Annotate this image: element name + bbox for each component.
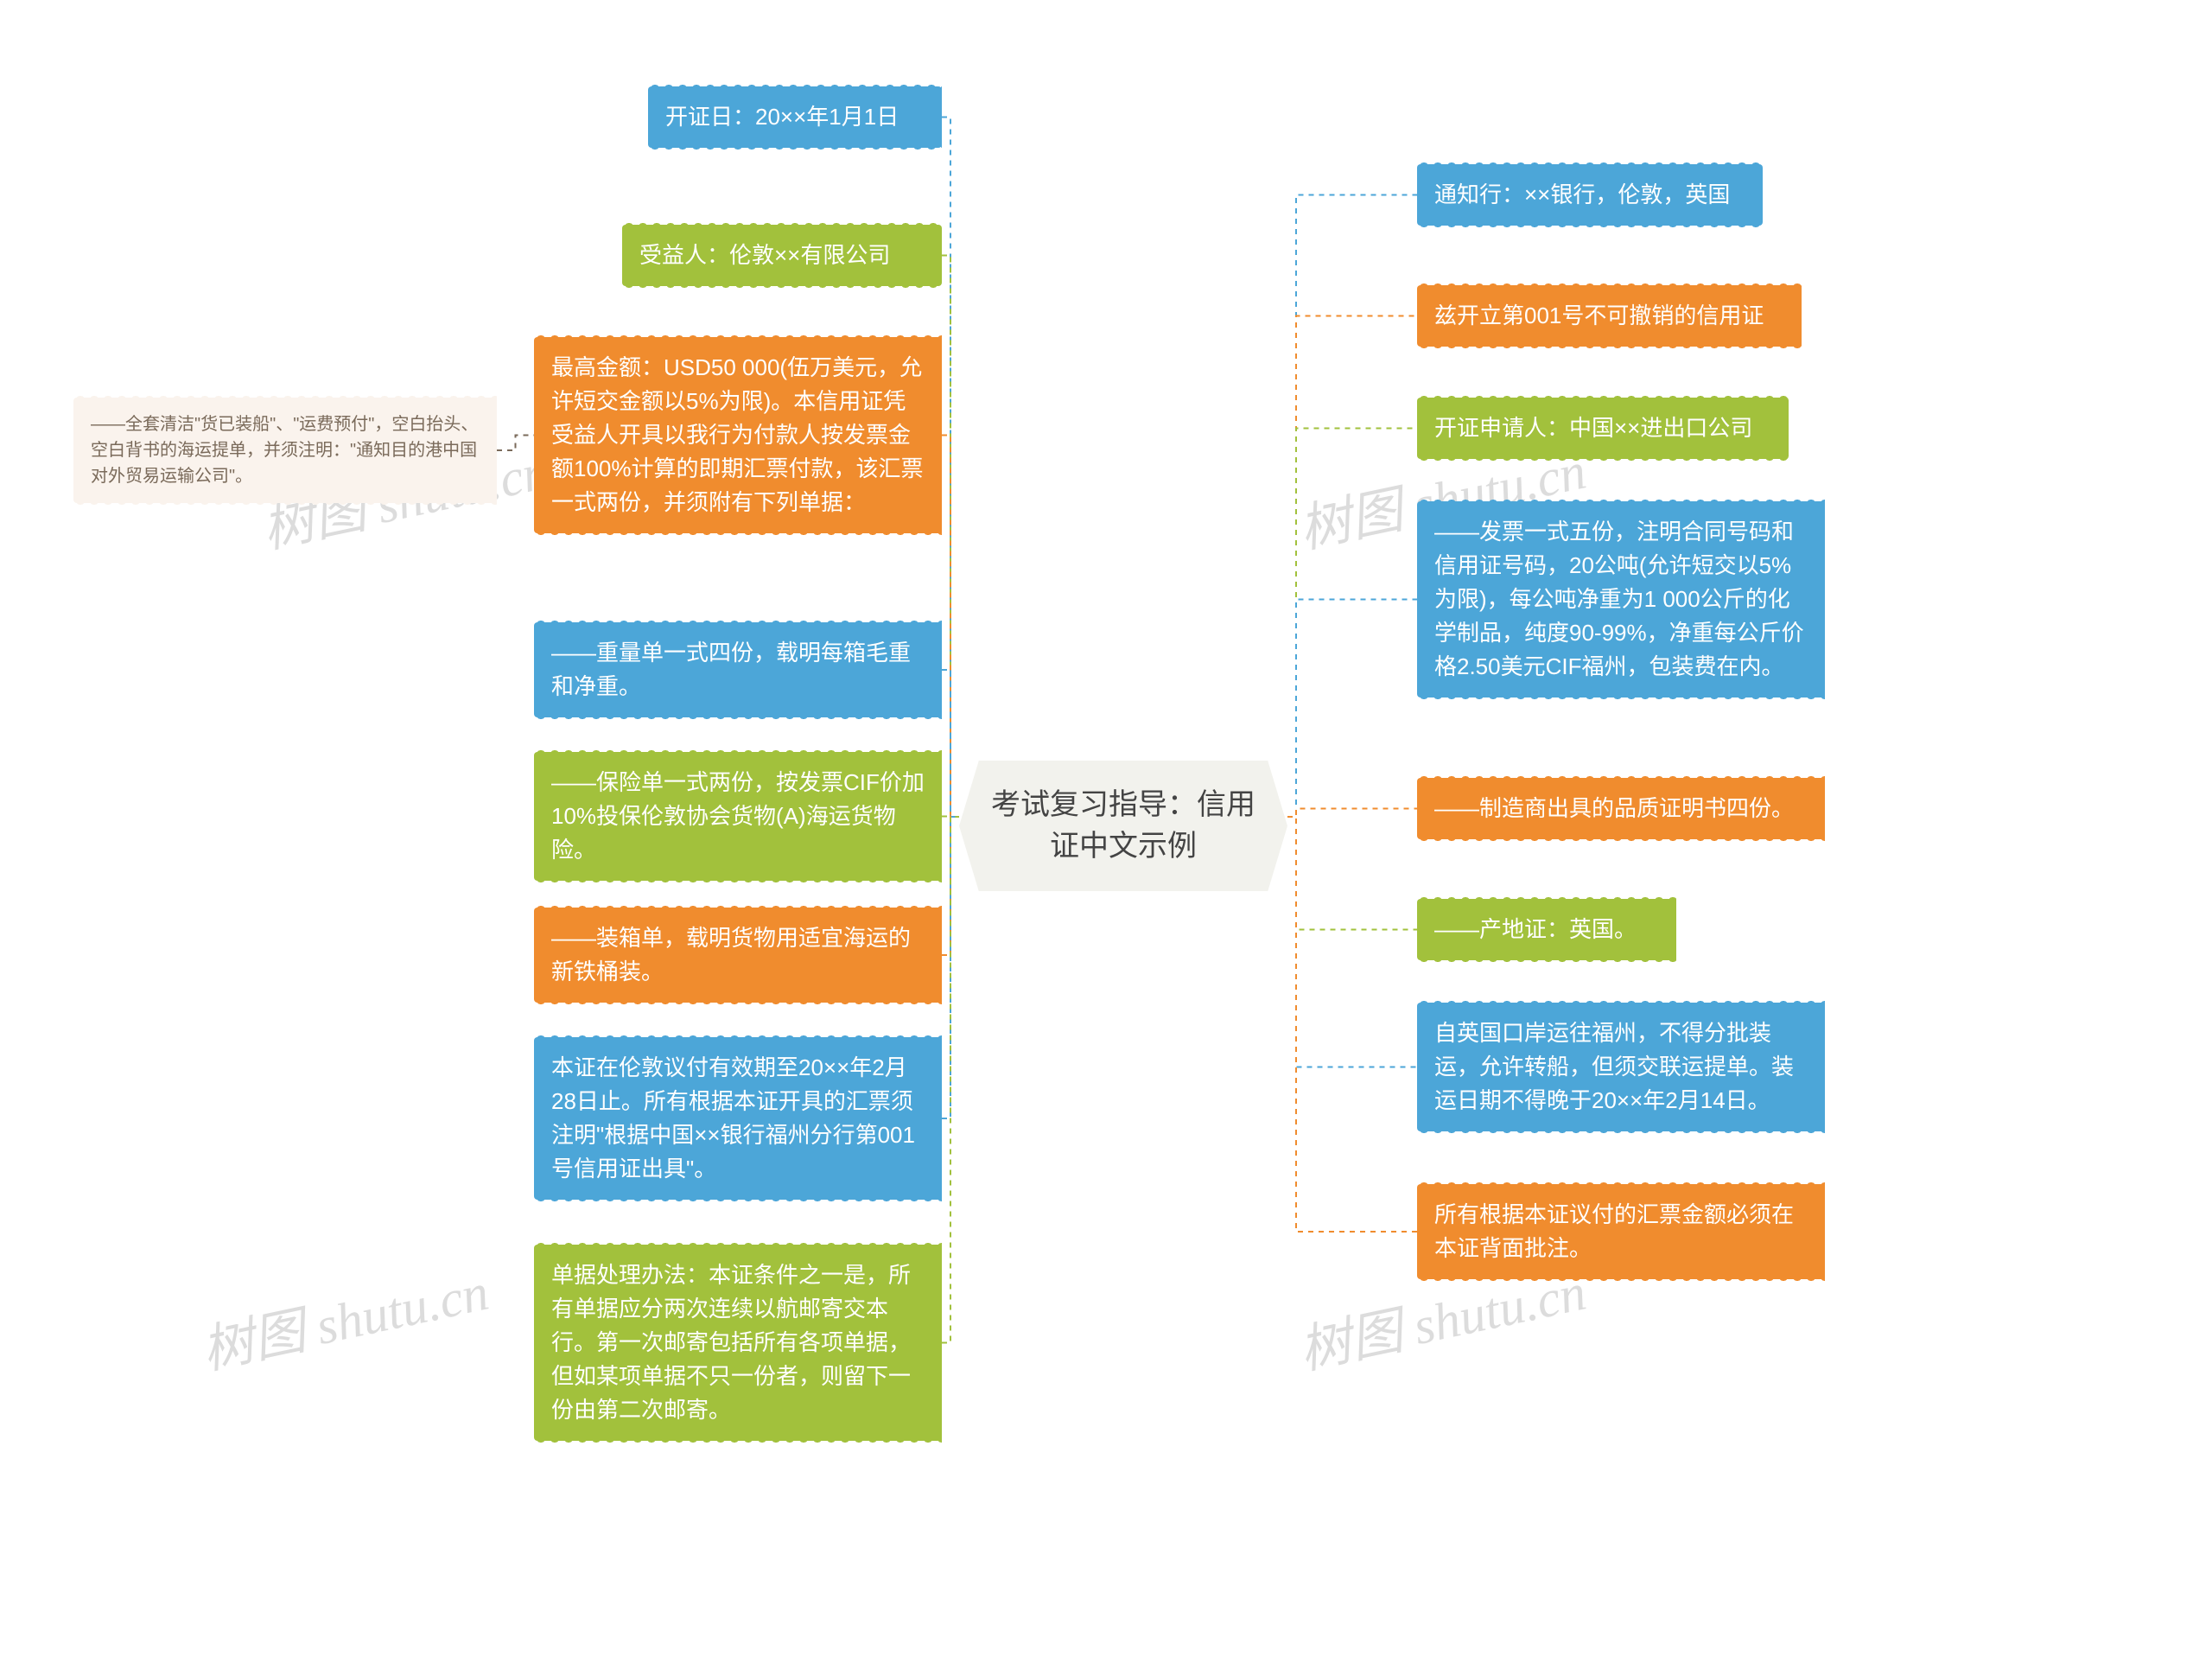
right-node-1: 兹开立第001号不可撤销的信用证 [1417,285,1802,347]
left-node-1-text: 受益人：伦敦××有限公司 [639,242,890,268]
left-node-6: 本证在伦敦议付有效期至20××年2月28日止。所有根据本证开具的汇票须注明"根据… [534,1037,942,1200]
left-node-3: ——重量单一式四份，载明每箱毛重和净重。 [534,622,942,717]
right-node-6: 自英国口岸运往福州，不得分批装运，允许转船，但须交联运提单。装运日期不得晚于20… [1417,1003,1825,1131]
right-node-5: ——产地证：英国。 [1417,899,1676,960]
far-left-node: ——全套清洁"货已装船"、"运费预付"，空白抬头、空白背书的海运提单，并须注明：… [73,398,497,503]
right-node-6-text: 自英国口岸运往福州，不得分批装运，允许转船，但须交联运提单。装运日期不得晚于20… [1434,1020,1794,1113]
root-node: 考试复习指导：信用证中文示例 [959,761,1287,891]
left-node-5: ——装箱单，载明货物用适宜海运的新铁桶装。 [534,908,942,1003]
right-node-5-text: ——产地证：英国。 [1434,916,1637,942]
right-node-7: 所有根据本证议付的汇票金额必须在本证背面批注。 [1417,1184,1825,1279]
left-node-3-text: ——重量单一式四份，载明每箱毛重和净重。 [551,640,911,699]
left-node-1: 受益人：伦敦××有限公司 [622,225,942,286]
right-node-1-text: 兹开立第001号不可撤销的信用证 [1434,303,1764,328]
left-node-2: 最高金额：USD50 000(伍万美元，允许短交金额以5%为限)。本信用证凭受益… [534,337,942,533]
left-node-0-text: 开证日：20××年1月1日 [665,104,899,130]
far-left-node-text: ——全套清洁"货已装船"、"运费预付"，空白抬头、空白背书的海运提单，并须注明：… [91,415,478,486]
left-node-6-text: 本证在伦敦议付有效期至20××年2月28日止。所有根据本证开具的汇票须注明"根据… [551,1054,915,1182]
watermark-2: 树图 shutu.cn [194,1250,494,1384]
left-node-0: 开证日：20××年1月1日 [648,86,942,148]
left-node-7: 单据处理办法：本证条件之一是，所有单据应分两次连续以航邮寄交本行。第一次邮寄包括… [534,1245,942,1441]
left-node-4: ——保险单一式两份，按发票CIF价加10%投保伦敦协会货物(A)海运货物险。 [534,752,942,881]
right-node-3-text: ——发票一式五份，注明合同号码和信用证号码，20公吨(允许短交以5%为限)，每公… [1434,519,1804,679]
left-node-5-text: ——装箱单，载明货物用适宜海运的新铁桶装。 [551,925,911,984]
right-node-3: ——发票一式五份，注明合同号码和信用证号码，20公吨(允许短交以5%为限)，每公… [1417,501,1825,698]
right-node-2: 开证申请人：中国××进出口公司 [1417,398,1789,459]
right-node-4: ——制造商出具的品质证明书四份。 [1417,778,1825,839]
right-node-0: 通知行：××银行，伦敦，英国 [1417,164,1763,226]
left-node-4-text: ——保险单一式两份，按发票CIF价加10%投保伦敦协会货物(A)海运货物险。 [551,769,925,863]
right-node-0-text: 通知行：××银行，伦敦，英国 [1434,182,1730,207]
right-node-4-text: ——制造商出具的品质证明书四份。 [1434,795,1794,821]
right-node-7-text: 所有根据本证议付的汇票金额必须在本证背面批注。 [1434,1201,1794,1261]
left-node-2-text: 最高金额：USD50 000(伍万美元，允许短交金额以5%为限)。本信用证凭受益… [551,354,924,515]
left-node-7-text: 单据处理办法：本证条件之一是，所有单据应分两次连续以航邮寄交本行。第一次邮寄包括… [551,1262,911,1423]
right-node-2-text: 开证申请人：中国××进出口公司 [1434,415,1752,441]
